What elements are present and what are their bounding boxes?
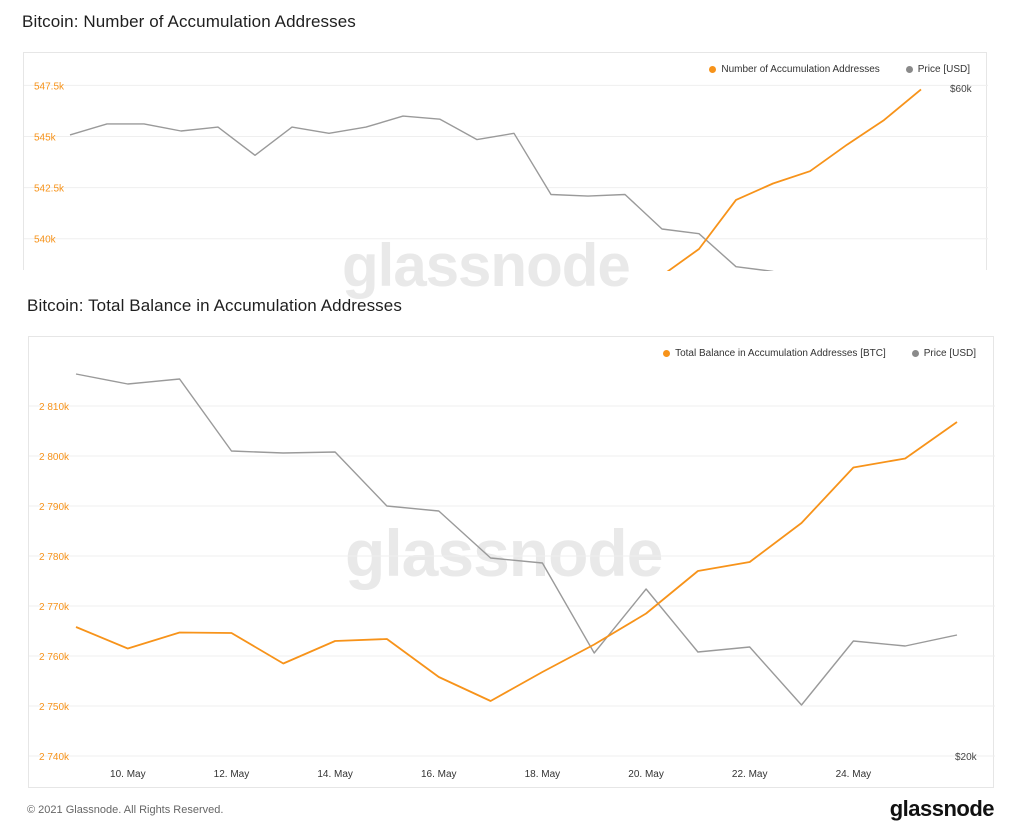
chart2-watermark: glassnode — [345, 516, 663, 590]
y-left-tick-label: 547.5k — [34, 81, 65, 92]
y-left-tick-label: 2 810k — [39, 402, 70, 413]
gray-dot-icon — [911, 350, 919, 357]
footer-logo: glassnode — [889, 796, 995, 821]
chart2-legend-accumulation[interactable]: Total Balance in Accumulation Addresses … — [663, 348, 886, 359]
y-left-tick-label: 2 750k — [39, 702, 70, 713]
x-tick-label: 16. May — [421, 769, 457, 780]
chart2-legend: Total Balance in Accumulation Addresses … — [663, 348, 976, 359]
chart1-legend-accumulation-label: Number of Accumulation Addresses — [721, 64, 880, 75]
x-tick-label: 22. May — [732, 769, 768, 780]
y-right-tick-label: $20k — [955, 752, 978, 763]
chart1-legend-price-label: Price [USD] — [917, 64, 970, 75]
accumulation-series-line — [75, 421, 958, 702]
chart1-plot: 540k 542.5k 545k 547.5k $60k — [24, 81, 988, 271]
y-left-tick-label: 542.5k — [34, 184, 65, 195]
orange-dot-icon — [709, 66, 717, 73]
price-series-line — [69, 115, 774, 271]
chart1-legend: Number of Accumulation Addresses Price [… — [709, 64, 970, 75]
chart2-title: Bitcoin: Total Balance in Accumulation A… — [27, 296, 402, 315]
y-left-tick-label: 2 740k — [39, 752, 70, 763]
y-left-tick-label: 545k — [34, 132, 57, 143]
chart2-panel: glassnode 2 740k 2 750k 2 760k 2 770k 2 780k… — [28, 336, 995, 788]
chart2-legend-accumulation-label: Total Balance in Accumulation Addresses … — [675, 348, 886, 359]
chart1-watermark: glassnode — [342, 232, 631, 299]
y-left-tick-label: 2 770k — [39, 602, 70, 613]
x-tick-label: 24. May — [836, 769, 872, 780]
orange-dot-icon — [663, 350, 671, 357]
y-left-tick-label: 2 780k — [39, 552, 70, 563]
y-right-tick-label: $60k — [950, 84, 973, 95]
price-series-line — [75, 373, 958, 706]
x-tick-label: 12. May — [214, 769, 250, 780]
chart1-legend-price[interactable]: Price [USD] — [905, 64, 970, 75]
gray-dot-icon — [905, 66, 913, 73]
chart1-title: Bitcoin: Number of Accumulation Addresse… — [22, 12, 356, 31]
footer-copyright: © 2021 Glassnode. All Rights Reserved. — [27, 804, 224, 816]
chart1-legend-accumulation[interactable]: Number of Accumulation Addresses — [709, 64, 880, 75]
chart2-plot: 2 740k 2 750k 2 760k 2 770k 2 780k 2 790k 2 80… — [29, 373, 995, 780]
y-left-tick-label: 2 790k — [39, 502, 70, 513]
x-tick-label: 10. May — [110, 769, 146, 780]
chart1-panel: glassnode 540k 542.5k 545k 547.5k $60k Numbe… — [23, 52, 988, 299]
y-left-tick-label: 540k — [34, 235, 57, 246]
chart2-legend-price[interactable]: Price [USD] — [911, 348, 976, 359]
x-tick-label: 14. May — [317, 769, 353, 780]
x-tick-label: 20. May — [628, 769, 664, 780]
y-left-tick-label: 2 800k — [39, 452, 70, 463]
x-tick-label: 18. May — [525, 769, 561, 780]
chart2-legend-price-label: Price [USD] — [923, 348, 976, 359]
accumulation-series-line — [666, 88, 922, 271]
y-left-tick-label: 2 760k — [39, 652, 70, 663]
